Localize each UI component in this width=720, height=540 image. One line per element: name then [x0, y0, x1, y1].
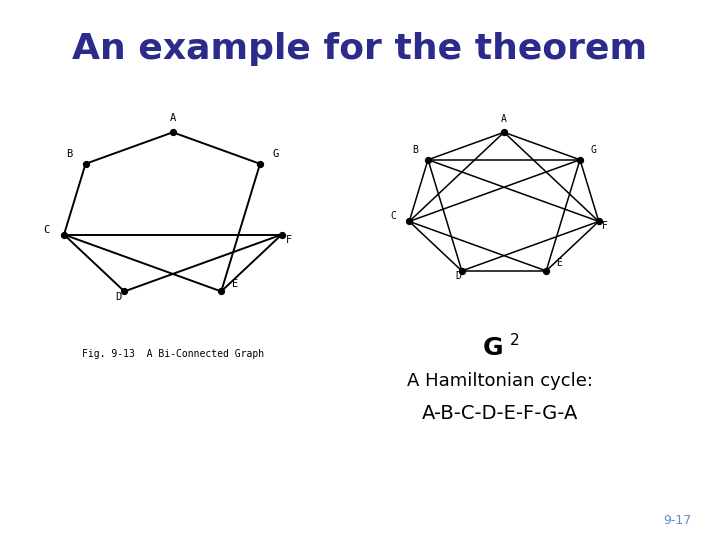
- Point: [276, 230, 287, 239]
- Text: An example for the theorem: An example for the theorem: [73, 32, 647, 66]
- Text: E: E: [233, 279, 239, 289]
- Point: [119, 287, 130, 296]
- Text: C: C: [390, 212, 396, 221]
- Text: A: A: [501, 114, 507, 124]
- Point: [593, 217, 605, 226]
- Text: A-B-C-D-E-F-G-A: A-B-C-D-E-F-G-A: [422, 403, 579, 423]
- Point: [167, 128, 179, 137]
- Text: D: D: [455, 271, 462, 281]
- Text: G: G: [590, 145, 596, 156]
- Text: E: E: [556, 258, 562, 268]
- Point: [498, 128, 510, 137]
- Text: 2: 2: [510, 333, 520, 348]
- Text: F: F: [286, 235, 292, 245]
- Point: [80, 159, 91, 168]
- Point: [541, 267, 552, 275]
- Point: [254, 159, 266, 168]
- Point: [422, 156, 433, 164]
- Text: G: G: [483, 336, 503, 360]
- Point: [215, 287, 227, 296]
- Point: [403, 217, 415, 226]
- Point: [456, 267, 467, 275]
- Text: D: D: [115, 292, 122, 302]
- Point: [575, 156, 586, 164]
- Text: B: B: [412, 145, 418, 156]
- Text: B: B: [66, 150, 73, 159]
- Text: A Hamiltonian cycle:: A Hamiltonian cycle:: [408, 372, 593, 390]
- Text: G: G: [273, 150, 279, 159]
- Text: F: F: [602, 221, 608, 231]
- Text: C: C: [43, 225, 49, 234]
- Point: [58, 230, 70, 239]
- Text: A: A: [170, 112, 176, 123]
- Text: 9-17: 9-17: [663, 514, 691, 526]
- Text: Fig. 9-13  A Bi-Connected Graph: Fig. 9-13 A Bi-Connected Graph: [82, 349, 264, 359]
